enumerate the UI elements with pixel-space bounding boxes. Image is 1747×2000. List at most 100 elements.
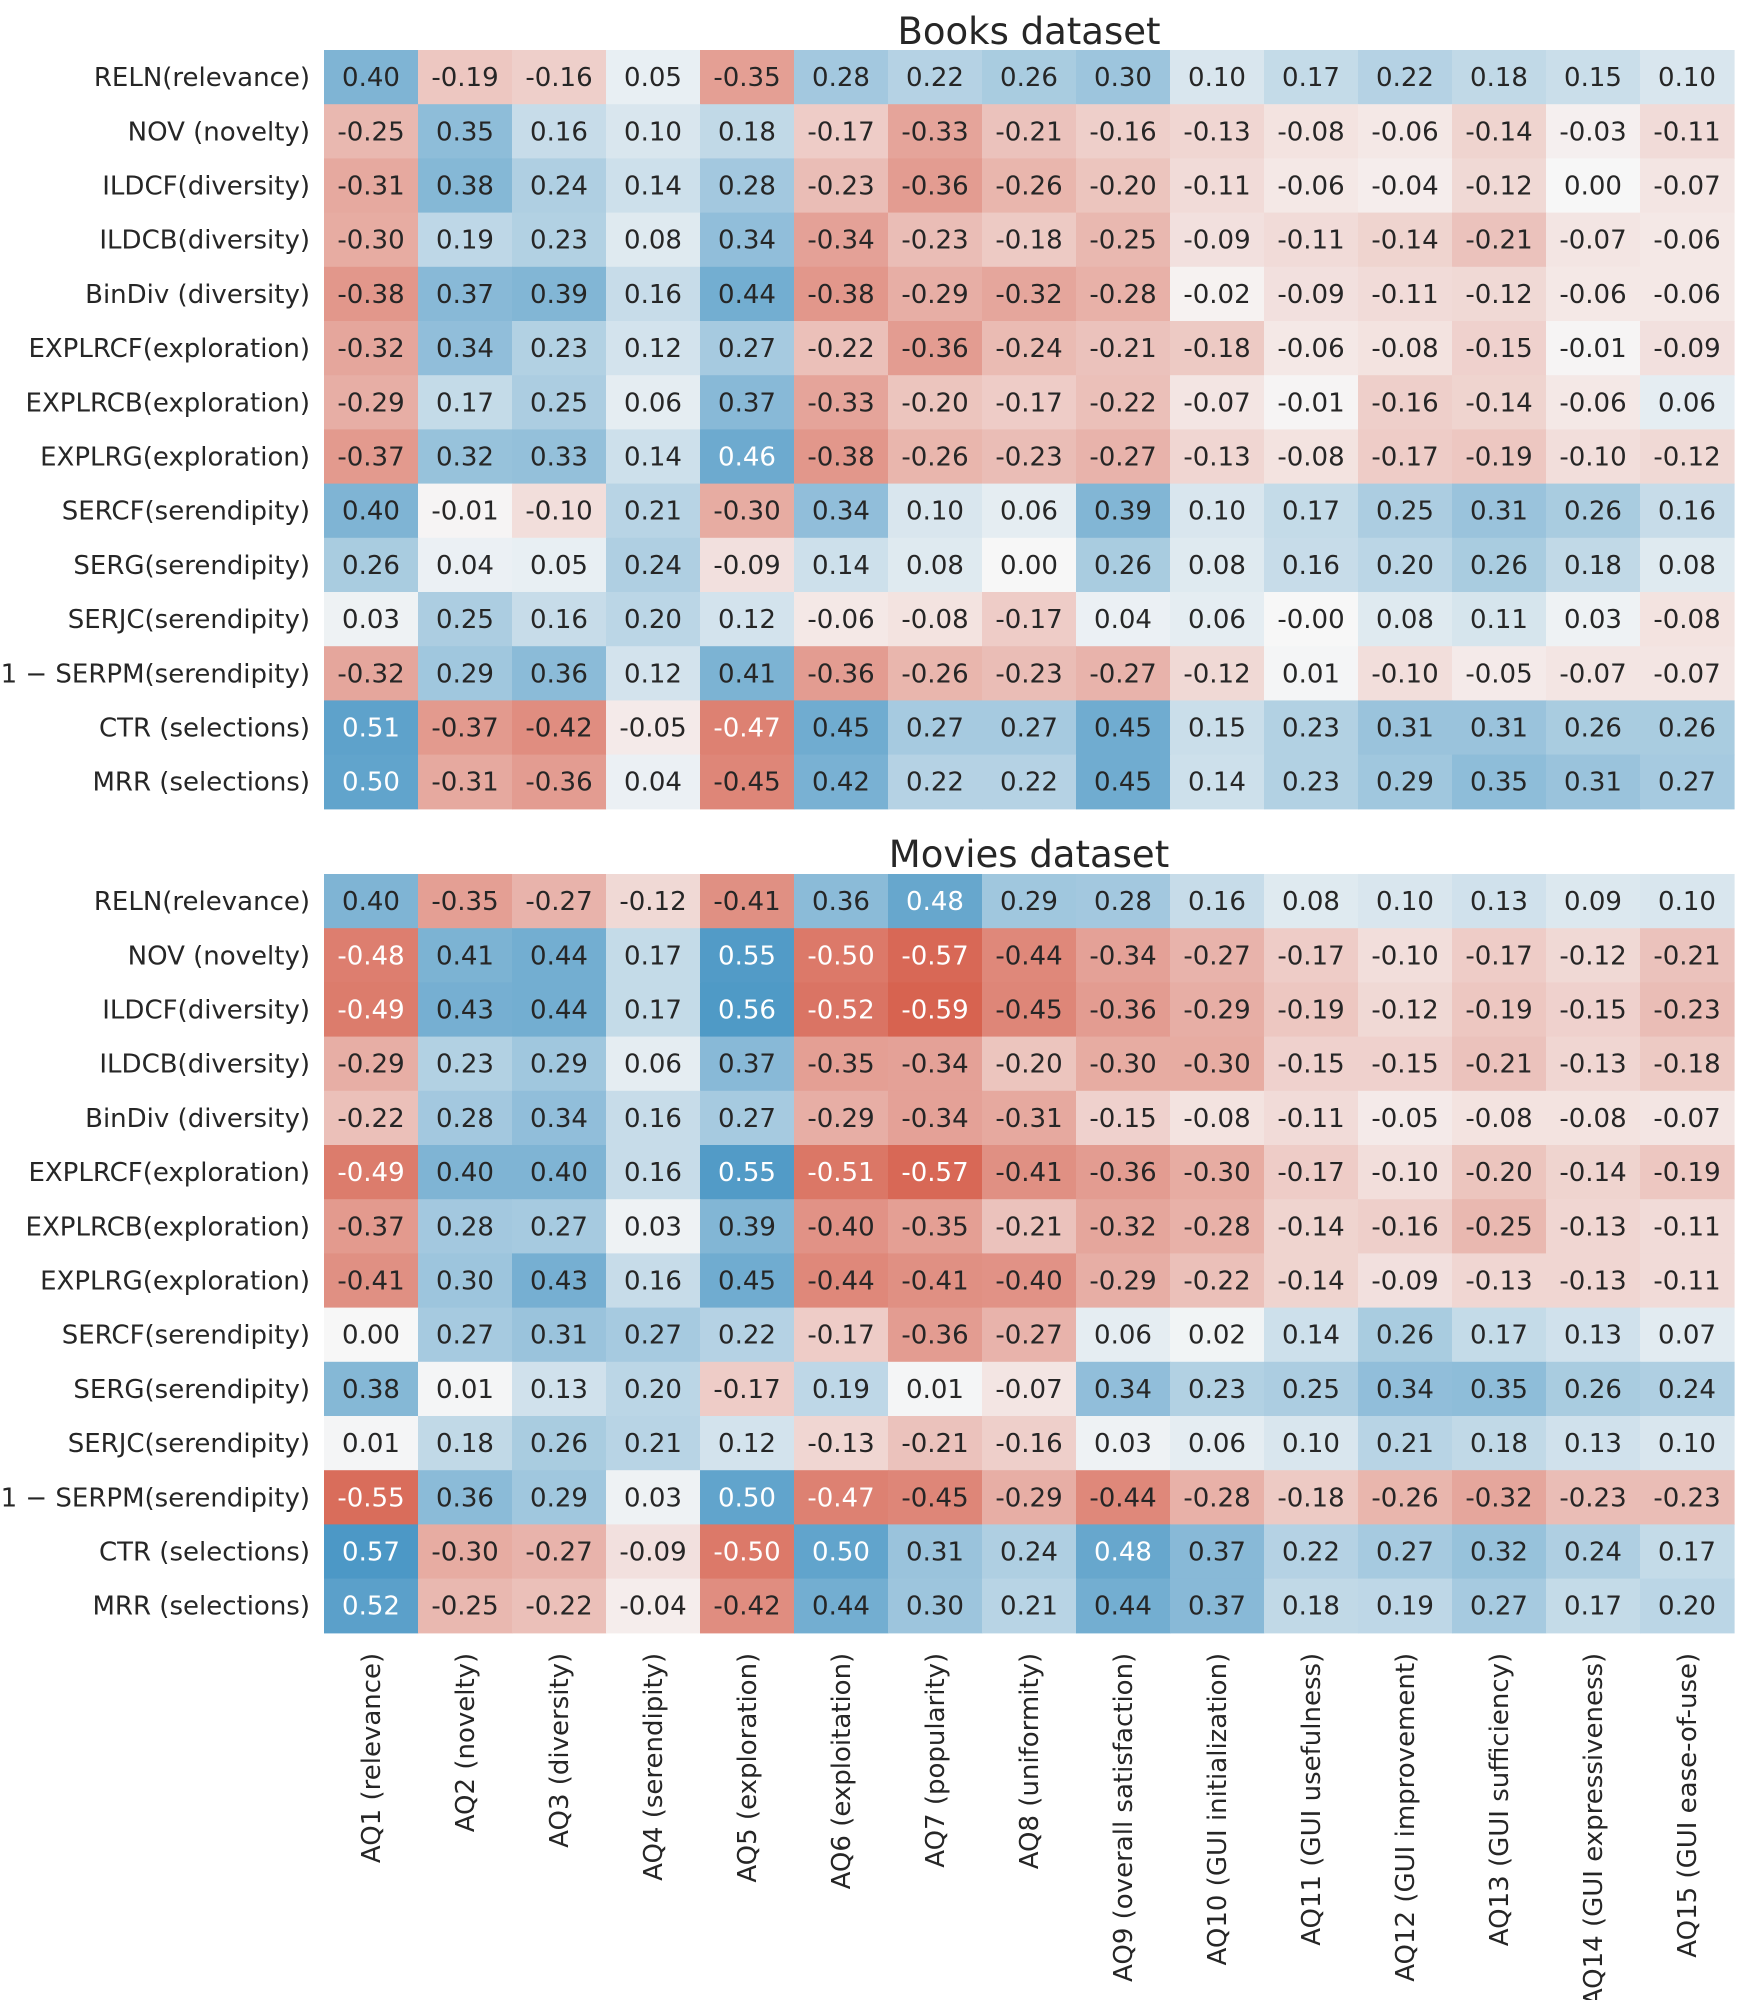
heatmap-cell [1546,754,1641,810]
cell-value: -0.55 [337,1483,404,1513]
heatmap-cell [512,321,607,376]
heatmap-cell [418,104,513,159]
cell-value: 0.27 [530,1212,588,1242]
cell-value: 0.20 [624,1375,682,1405]
heatmap-cell [1358,1361,1453,1417]
heatmap-cell [1170,1199,1265,1254]
heatmap-cell [1546,1524,1641,1580]
cell-value: 0.06 [1094,1321,1152,1351]
cell-value: 0.12 [624,659,682,689]
heatmap-cell [1640,700,1735,756]
heatmap-cell [700,1090,795,1146]
heatmap-cell [888,537,983,593]
cell-value: -0.25 [1089,226,1156,256]
heatmap-cell [606,537,701,593]
heatmap-cell [1076,375,1171,430]
heatmap-cell [324,1578,419,1634]
cell-value: 0.08 [1282,887,1340,917]
cell-value: 0.42 [812,768,870,798]
heatmap-cell [794,1199,889,1254]
heatmap-cell [606,483,701,539]
cell-value: -0.16 [525,63,592,93]
cell-value: 0.08 [906,551,964,581]
heatmap-cell [606,1199,701,1254]
heatmap-cell [324,928,419,983]
cell-value: 0.16 [624,1104,682,1134]
row-label: CTR (selections) [99,1538,310,1568]
cell-value: 0.39 [718,1212,776,1242]
cell-value: 0.23 [436,1050,494,1080]
heatmap-cell [1076,1253,1171,1309]
cell-value: 0.55 [718,1158,776,1188]
cell-value: 0.23 [1188,1375,1246,1405]
cell-value: -0.01 [1277,388,1344,418]
heatmap-cell [324,1524,419,1580]
cell-value: -0.12 [1371,996,1438,1026]
cell-value: -0.00 [1277,605,1344,635]
cell-value: -0.23 [1559,1483,1626,1513]
cell-value: -0.13 [1183,443,1250,473]
heatmap-cell [324,1199,419,1254]
heatmap-cell [700,646,795,701]
cell-value: 0.10 [906,497,964,527]
cell-value: 0.28 [1094,887,1152,917]
cell-value: 0.25 [436,605,494,635]
heatmap-cell [794,266,889,322]
cell-value: 0.17 [624,996,682,1026]
cell-value: -0.34 [807,226,874,256]
heatmap-cell [324,212,419,268]
row-label: EXPLRG(exploration) [40,1267,310,1297]
cell-value: -0.23 [1653,996,1720,1026]
heatmap-cell [1076,1036,1171,1092]
cell-value: 0.37 [1188,1592,1246,1622]
heatmap-cell [1264,1361,1359,1417]
heatmap-cell [794,50,889,105]
cell-value: 0.31 [1376,714,1434,744]
cell-value: -0.06 [1653,280,1720,310]
cell-value: -0.35 [431,887,498,917]
cell-value: 0.03 [342,605,400,635]
cell-value: 0.06 [1000,497,1058,527]
cell-value: -0.32 [1089,1212,1156,1242]
cell-value: 0.55 [718,941,776,971]
heatmap-cell [888,1416,983,1471]
heatmap-cell [606,266,701,322]
cell-value: -0.51 [807,1158,874,1188]
cell-value: 0.26 [342,551,400,581]
heatmap-cell [888,592,983,647]
cell-value: -0.28 [1183,1483,1250,1513]
cell-value: -0.29 [807,1104,874,1134]
cell-value: -0.07 [1183,388,1250,418]
heatmap-cell [794,754,889,810]
heatmap-cell [1640,928,1735,983]
cell-value: -0.05 [1465,659,1532,689]
cell-value: -0.26 [901,659,968,689]
cell-value: -0.33 [901,117,968,147]
cell-value: -0.26 [901,443,968,473]
heatmap-cell [1640,429,1735,485]
cell-value: -0.08 [1371,334,1438,364]
heatmap-cell [1264,928,1359,983]
heatmap-cell [324,1090,419,1146]
heatmap-cell [888,1199,983,1254]
heatmap-cell [1640,1253,1735,1309]
heatmap-cell [1452,104,1547,159]
heatmap-cell [606,1416,701,1471]
heatmap-cell [1640,1199,1735,1254]
heatmap-cell [1076,537,1171,593]
cell-value: -0.30 [337,226,404,256]
heatmap-cell [1358,754,1453,810]
cell-value: -0.25 [1465,1212,1532,1242]
cell-value: -0.23 [995,659,1062,689]
cell-value: 0.10 [1188,497,1246,527]
cell-value: -0.59 [901,996,968,1026]
heatmap-cell [1264,1145,1359,1200]
heatmap-cell [1170,158,1265,214]
row-label: EXPLRG(exploration) [40,443,310,473]
heatmap-cell [324,700,419,756]
heatmap-cell [982,1524,1077,1580]
cell-value: 0.44 [1094,1592,1152,1622]
cell-value: -0.34 [901,1050,968,1080]
cell-value: 0.35 [1470,1375,1528,1405]
cell-value: -0.11 [1371,280,1438,310]
